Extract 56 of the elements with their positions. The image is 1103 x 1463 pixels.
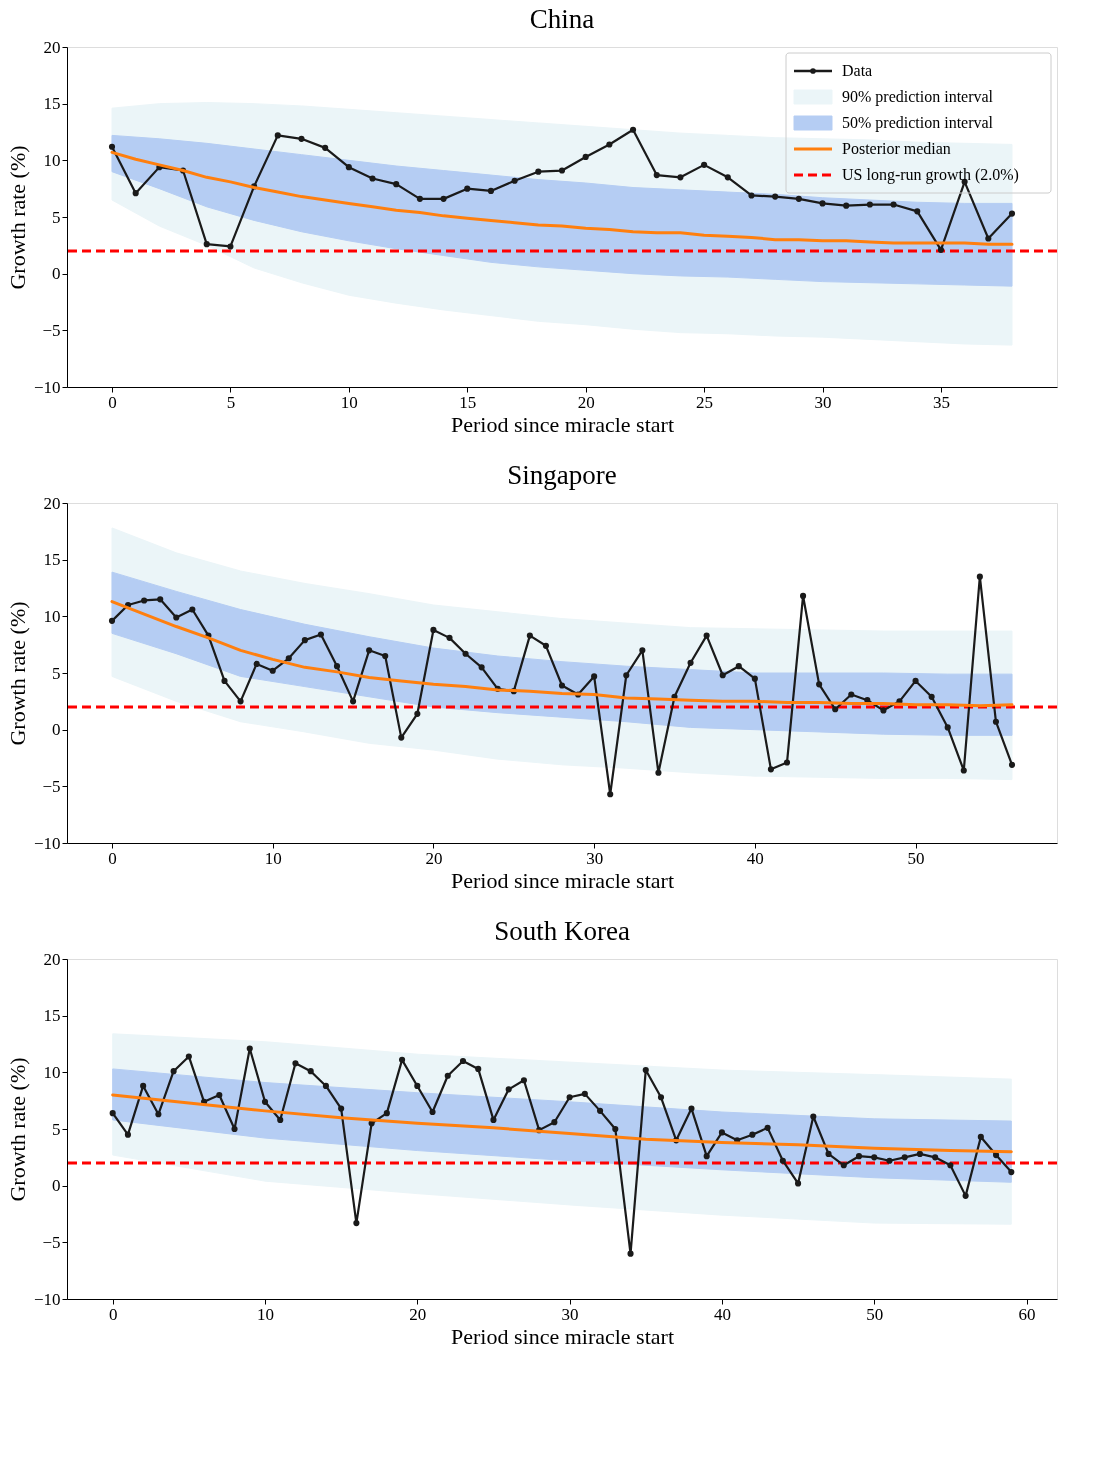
legend-label: US long-run growth (2.0%)	[842, 166, 1019, 184]
y-tick-label: −10	[33, 377, 61, 397]
x-tick-label: 5	[226, 392, 236, 412]
y-tick-label: 15	[43, 1006, 61, 1026]
chart-title: South Korea	[494, 916, 630, 946]
x-tick-label: 35	[932, 392, 950, 412]
x-tick-label: 10	[257, 1304, 274, 1324]
y-tick-label: 5	[52, 207, 61, 227]
x-tick-label: 20	[409, 1304, 427, 1324]
y-tick-label: 0	[52, 720, 61, 740]
y-tick-label: 20	[43, 493, 61, 513]
x-tick-label: 60	[1018, 1304, 1036, 1324]
x-tick-label: 25	[696, 392, 714, 412]
x-tick-label: 0	[108, 848, 117, 868]
y-tick-label: 0	[52, 1176, 61, 1196]
y-tick-label: −10	[33, 1289, 61, 1309]
y-tick-label: −10	[33, 833, 61, 853]
y-tick-label: 10	[43, 606, 61, 626]
chart-title: Singapore	[507, 460, 617, 490]
y-axis-title: Growth rate (%)	[4, 145, 30, 290]
legend-label: 50% prediction interval	[842, 114, 994, 132]
x-tick-label: 30	[586, 848, 604, 868]
x-axis-title: Period since miracle start	[451, 867, 674, 893]
y-tick-label: 5	[52, 663, 61, 683]
y-tick-label: −5	[42, 320, 61, 340]
legend-label: 90% prediction interval	[842, 88, 994, 106]
x-tick-label: 15	[459, 392, 477, 412]
legend-label: Data	[842, 62, 873, 79]
x-tick-label: 10	[340, 392, 358, 412]
y-tick-label: 10	[43, 150, 61, 170]
x-tick-label: 30	[561, 1304, 579, 1324]
legend-label: Posterior median	[842, 140, 951, 157]
y-tick-label: 5	[52, 1119, 61, 1139]
x-tick-label: 0	[108, 1304, 118, 1324]
x-tick-label: 20	[425, 848, 443, 868]
x-tick-label: 0	[108, 392, 117, 412]
y-tick-label: 10	[43, 1062, 61, 1082]
y-tick-label: 0	[52, 264, 61, 284]
y-tick-label: −5	[42, 1232, 61, 1252]
y-tick-label: −5	[42, 776, 61, 796]
x-tick-label: 10	[264, 848, 282, 868]
y-axis-title: Growth rate (%)	[4, 601, 30, 746]
x-tick-label: 50	[907, 848, 925, 868]
y-axis-title: Growth rate (%)	[4, 1057, 30, 1202]
y-tick-label: 15	[43, 94, 61, 114]
x-tick-label: 30	[814, 392, 832, 412]
chart-title: China	[529, 4, 595, 34]
y-tick-label: 20	[43, 949, 61, 969]
x-axis-title: Period since miracle start	[451, 411, 674, 437]
x-tick-label: 20	[577, 392, 595, 412]
x-axis-title: Period since miracle start	[451, 1323, 674, 1349]
x-tick-label: 40	[746, 848, 764, 868]
x-tick-label: 40	[713, 1304, 731, 1324]
y-tick-label: 20	[43, 37, 61, 57]
x-tick-label: 50	[866, 1304, 884, 1324]
y-tick-label: 15	[43, 550, 61, 570]
